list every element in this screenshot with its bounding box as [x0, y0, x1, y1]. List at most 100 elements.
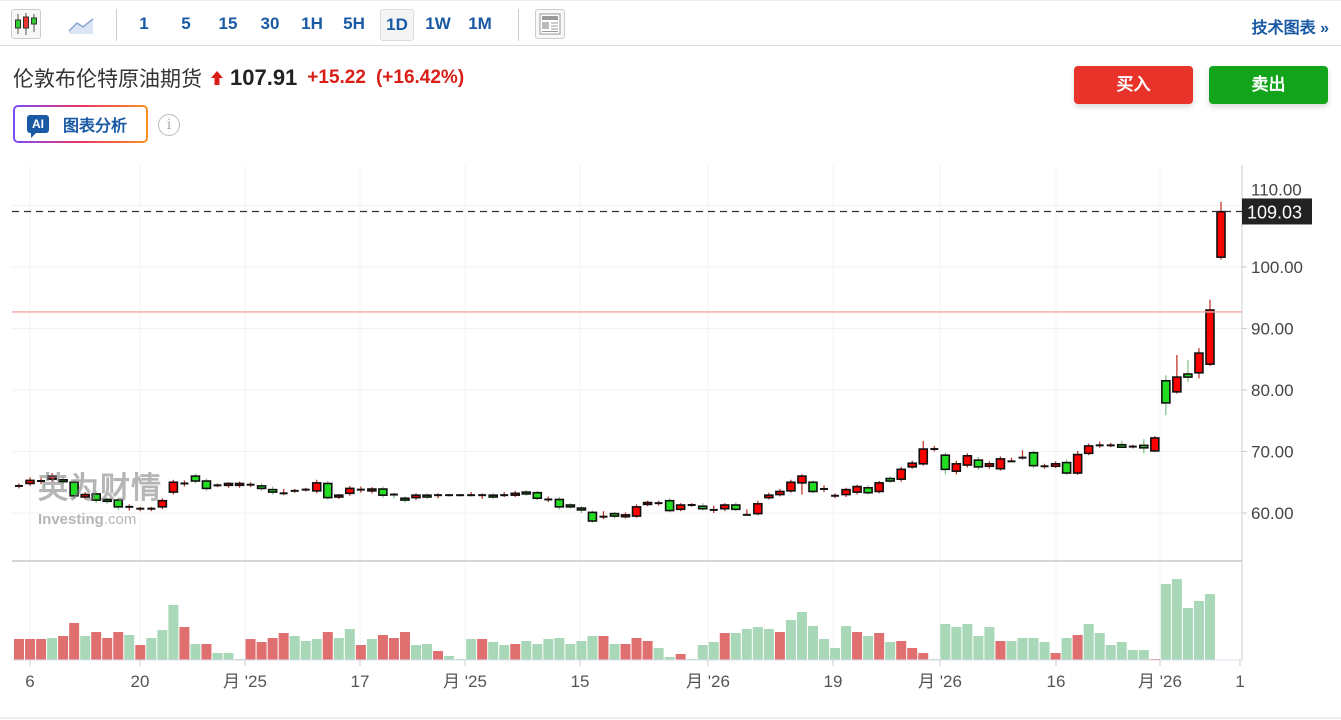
candle-body — [764, 494, 774, 499]
volume-bar — [245, 639, 256, 660]
buy-button[interactable]: 买入 — [1074, 66, 1193, 104]
volume-bar — [1105, 645, 1116, 660]
candle-body — [1150, 437, 1160, 452]
candle-body — [510, 492, 521, 496]
volume-bar — [565, 644, 576, 660]
candle-body — [1194, 352, 1204, 374]
candle-body — [267, 488, 278, 493]
candle-body — [311, 482, 322, 492]
volume-bar — [642, 641, 653, 660]
volume-bar — [58, 636, 69, 660]
x-tick-label: 1 — [1235, 672, 1244, 691]
volume-bar — [25, 639, 36, 660]
volume-bar — [91, 632, 102, 660]
candle-body — [58, 478, 68, 483]
candle-body — [730, 504, 741, 511]
volume-bar — [267, 638, 278, 660]
volume-bar — [918, 653, 929, 660]
timeframe-1h[interactable]: 1H — [301, 14, 323, 33]
timeframe-1[interactable]: 1 — [139, 14, 149, 33]
volume-bar — [124, 635, 135, 660]
volume-bar — [444, 656, 455, 660]
volume-bar — [388, 638, 399, 660]
volume-bar — [1028, 638, 1039, 660]
volume-bar — [984, 627, 995, 660]
candle-body — [951, 462, 962, 472]
x-tick-label: 6 — [25, 672, 34, 691]
timeframe-1w[interactable]: 1W — [425, 14, 451, 33]
volume-bar — [885, 642, 896, 660]
tech-chart-link[interactable]: 技术图表 » — [1251, 20, 1329, 37]
candle-body — [962, 455, 973, 466]
candle-body — [852, 485, 862, 493]
candle-body — [664, 499, 675, 512]
volume-bar — [1094, 633, 1105, 660]
volume-bar — [1072, 635, 1083, 660]
timeframe-5h[interactable]: 5H — [343, 14, 365, 33]
volume-bar — [322, 632, 333, 660]
candle-body — [102, 498, 113, 503]
candle-body — [400, 497, 410, 501]
volume-bar — [466, 639, 477, 660]
volume-bar — [1061, 638, 1072, 660]
volume-bar — [355, 645, 366, 660]
timeframe-30[interactable]: 30 — [260, 14, 280, 33]
candle-body — [697, 505, 708, 510]
volume-bar — [157, 630, 168, 660]
time-axis: 6 20 月 '25 17 月 '25 15 月 '26 19 月 '26 16 月 '26 1 — [25, 660, 1245, 691]
candle-body — [488, 494, 498, 498]
candle-body — [786, 481, 796, 492]
volume-bar — [477, 639, 488, 660]
volume-bar — [212, 653, 223, 660]
sell-button[interactable]: 卖出 — [1209, 66, 1328, 104]
volume-bar — [333, 638, 344, 660]
volume-bar — [410, 645, 421, 660]
chart-grid — [12, 165, 1242, 660]
volume-bar — [1039, 642, 1050, 660]
candle-body — [345, 487, 355, 495]
volume-bar — [190, 644, 201, 660]
ai-chart-analysis-button[interactable]: AI 图表分析 — [13, 105, 148, 143]
candle-body — [841, 488, 851, 496]
volume-bar — [576, 641, 587, 660]
volume-bar — [951, 627, 962, 660]
candle-body — [565, 504, 576, 508]
x-tick-label: 16 — [1047, 672, 1066, 691]
candlestick-icon[interactable] — [11, 9, 41, 39]
volume-bar — [399, 632, 410, 660]
candle-body — [1028, 451, 1039, 467]
volume-bar — [741, 629, 752, 660]
volume-bar — [1160, 584, 1171, 660]
volume-bar — [940, 624, 951, 660]
volume-bar — [14, 639, 24, 660]
candle-body — [223, 482, 234, 487]
volume-bar — [289, 636, 300, 660]
price-change: +15.22 — [307, 67, 366, 88]
volume-bar — [146, 638, 157, 660]
timeframe-15[interactable]: 15 — [218, 14, 238, 33]
timeframe-1m[interactable]: 1M — [468, 14, 492, 33]
candle-body — [25, 479, 35, 485]
volume-bar — [675, 654, 686, 660]
timeframe-5[interactable]: 5 — [181, 14, 191, 33]
candle-body — [47, 475, 57, 480]
info-icon[interactable]: i — [158, 114, 180, 136]
volume-bar — [785, 620, 796, 660]
volume-bar — [830, 648, 841, 660]
candle-body — [675, 504, 686, 511]
x-tick-label: 月 '26 — [1138, 672, 1182, 691]
candle-body — [1139, 444, 1149, 449]
candle-body — [411, 494, 421, 499]
volume-bar — [1050, 653, 1061, 660]
volume-bar — [488, 642, 499, 660]
candle-body — [885, 477, 895, 482]
volume-bar — [719, 633, 730, 660]
area-chart-icon[interactable] — [66, 9, 96, 39]
last-price-tag-label: 109.03 — [1247, 202, 1302, 222]
x-tick-label: 20 — [131, 672, 150, 691]
layout-icon[interactable] — [535, 9, 565, 39]
candle-body — [1183, 373, 1193, 378]
timeframe-1d[interactable]: 1D — [380, 9, 414, 41]
volume-bar — [796, 612, 807, 660]
